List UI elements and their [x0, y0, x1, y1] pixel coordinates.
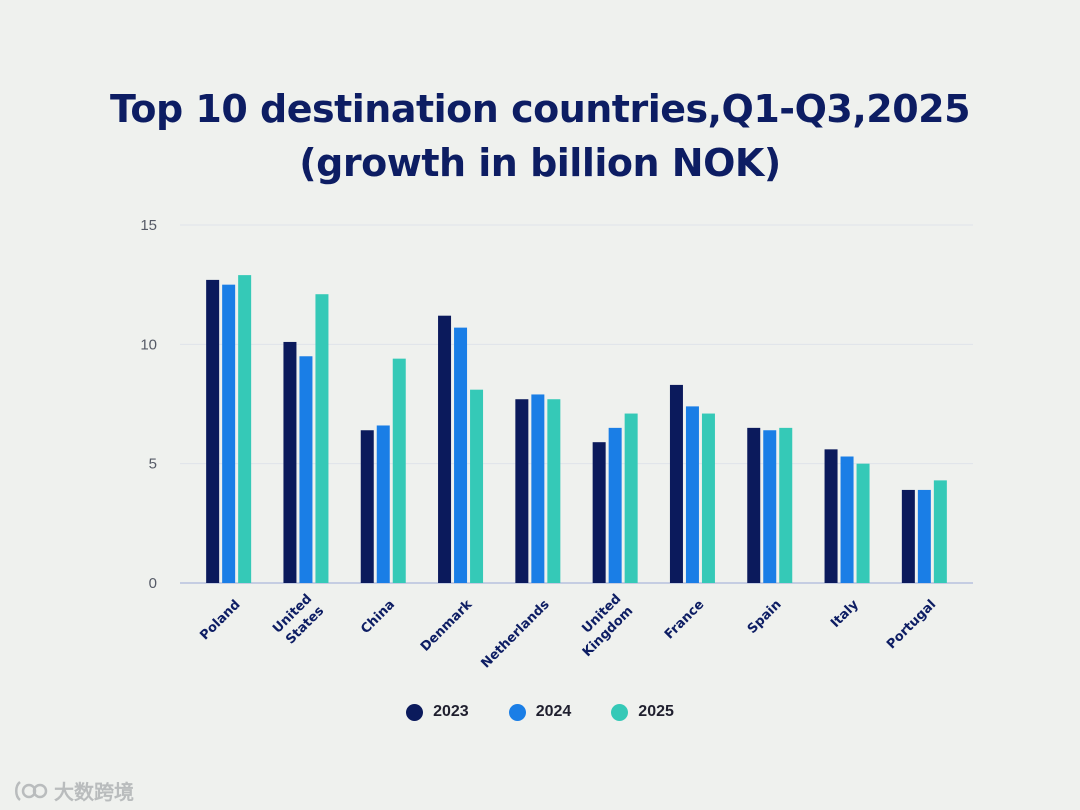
bar [299, 356, 313, 583]
bar [454, 327, 468, 583]
bar [608, 427, 622, 583]
legend-item-2023: 2023 [406, 703, 469, 721]
y-tick-label: 15 [140, 217, 157, 234]
y-tick-label: 10 [140, 336, 157, 353]
bar [547, 399, 561, 583]
y-tick-label: 0 [149, 575, 157, 592]
x-tick-label: Portugal [884, 597, 939, 652]
x-tick-label: Italy [828, 597, 862, 631]
watermark: 大数跨境 [14, 776, 134, 805]
legend-item-2025: 2025 [611, 703, 674, 721]
bar [840, 456, 854, 583]
x-tick-label: France [662, 597, 707, 642]
bar [470, 389, 484, 583]
logo-icon [15, 780, 48, 801]
bar [901, 489, 915, 583]
legend-label: 2023 [433, 703, 469, 720]
chart-title-line-1: Top 10 destination countries,Q1-Q3,2025 [109, 87, 971, 131]
bar [515, 399, 529, 583]
chart-title-line-2: (growth in billion NOK) [299, 141, 781, 185]
legend-label: 2024 [535, 703, 572, 720]
legend-marker [611, 703, 629, 721]
bar [763, 430, 777, 583]
bar [701, 413, 715, 583]
bar [315, 294, 329, 583]
chart-title: Top 10 destination countries,Q1-Q3,2025 … [0, 82, 1080, 190]
bar [531, 394, 545, 583]
y-tick-label: 5 [149, 456, 157, 473]
bar [856, 463, 870, 583]
bar [779, 427, 793, 583]
x-tick-label: China [358, 597, 398, 637]
x-tick-label: Spain [745, 597, 785, 637]
x-tick-label: Netherlands [478, 597, 552, 671]
bar [685, 406, 699, 583]
bar [747, 427, 761, 583]
bar [206, 279, 220, 583]
bar [283, 341, 297, 583]
legend-label: 2025 [638, 703, 674, 720]
watermark-text: 大数跨境 [54, 782, 134, 804]
x-tick-label: UnitedKingdom [568, 592, 637, 661]
bar [917, 489, 931, 583]
legend-marker [508, 703, 526, 721]
x-tick-label: Denmark [418, 597, 476, 655]
legend-item-2024: 2024 [508, 703, 572, 721]
bar [376, 425, 390, 583]
bar [392, 358, 406, 583]
bar [669, 384, 683, 583]
legend-marker [406, 703, 424, 721]
x-tick-label: Poland [197, 597, 243, 643]
bar [238, 275, 252, 583]
bar [438, 315, 452, 583]
x-tick-label: UnitedStates [270, 591, 327, 648]
bar [592, 442, 606, 583]
bar [824, 449, 838, 583]
bar [222, 284, 236, 583]
bar [933, 480, 947, 583]
chart-legend: 2023 2024 2025 [0, 703, 1080, 721]
bar [360, 430, 374, 583]
bar [624, 413, 638, 583]
